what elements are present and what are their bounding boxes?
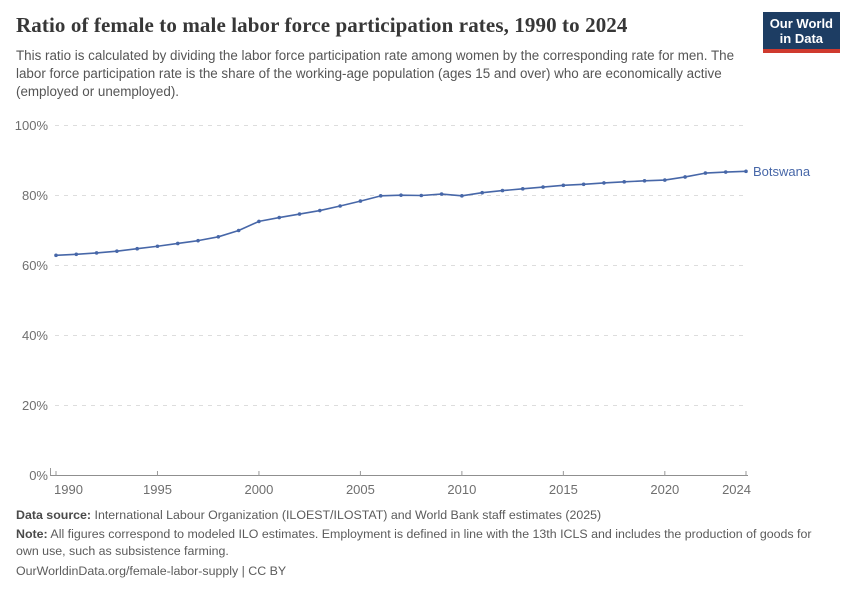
data-point[interactable] <box>196 238 200 243</box>
owid-logo[interactable]: Our World in Data <box>762 12 840 53</box>
data-point[interactable] <box>277 215 282 220</box>
data-point[interactable] <box>520 187 525 191</box>
chart-subtitle: This ratio is calculated by dividing the… <box>16 48 735 99</box>
data-point[interactable] <box>419 193 424 198</box>
data-point[interactable] <box>115 249 119 253</box>
x-tick-label: 2020 <box>650 482 679 497</box>
data-point[interactable] <box>723 170 728 174</box>
data-point[interactable] <box>74 252 79 257</box>
data-point[interactable] <box>399 193 403 197</box>
data-point[interactable] <box>216 235 221 239</box>
data-point[interactable] <box>297 212 302 216</box>
data-point[interactable] <box>683 175 687 179</box>
page-title: Ratio of female to male labor force part… <box>16 13 628 37</box>
note-label: Note: <box>16 527 48 541</box>
data-source-line: Data source: International Labour Organi… <box>16 507 824 524</box>
series-label-botswana[interactable]: Botswana <box>753 164 811 179</box>
owid-logo-line2: in Data <box>779 31 824 46</box>
data-point[interactable] <box>581 182 586 187</box>
data-point[interactable] <box>94 251 99 255</box>
data-point[interactable] <box>257 219 261 224</box>
data-point[interactable] <box>663 178 667 182</box>
data-point[interactable] <box>439 192 444 196</box>
data-point[interactable] <box>703 171 708 175</box>
series-line[interactable] <box>55 170 747 257</box>
data-point[interactable] <box>642 179 647 183</box>
y-tick-label: 60% <box>22 258 48 273</box>
data-point[interactable] <box>318 208 322 213</box>
x-tick-label: 2005 <box>346 482 375 497</box>
x-tick-label: 2024 <box>722 482 751 497</box>
data-point[interactable] <box>175 241 180 246</box>
data-point[interactable] <box>480 190 484 195</box>
note-text: All figures correspond to modeled ILO es… <box>16 527 812 558</box>
data-point[interactable] <box>744 169 748 174</box>
x-tick-label: 2015 <box>549 482 578 497</box>
data-source-label: Data source: <box>16 508 92 522</box>
owid-logo-line1: Our World <box>769 16 833 31</box>
y-tick-label: 80% <box>22 188 48 203</box>
line-series-botswana[interactable]: Botswana <box>54 164 811 258</box>
data-source-text: International Labour Organization (ILOES… <box>91 508 602 522</box>
x-tick-label: 1995 <box>143 482 172 497</box>
data-point[interactable] <box>54 253 58 258</box>
y-tick-label: 40% <box>22 328 48 343</box>
data-point[interactable] <box>135 246 139 251</box>
owid-source-link[interactable]: OurWorldinData.org/female-labor-supply |… <box>16 564 287 578</box>
note-line: Note: All figures correspond to modeled … <box>16 526 824 560</box>
data-point[interactable] <box>500 188 505 193</box>
data-point[interactable] <box>378 194 383 198</box>
data-point[interactable] <box>358 199 363 203</box>
data-point[interactable] <box>561 183 566 188</box>
data-point[interactable] <box>622 180 627 184</box>
data-point[interactable] <box>155 244 160 249</box>
x-tick-label: 1990 <box>54 482 83 497</box>
data-point[interactable] <box>338 204 342 208</box>
data-point[interactable] <box>602 181 606 185</box>
y-tick-label: 100% <box>15 118 49 133</box>
x-tick-label: 2010 <box>447 482 476 497</box>
chart-footer: Data source: International Labour Organi… <box>16 507 824 582</box>
data-point[interactable] <box>236 228 241 233</box>
y-tick-label: 0% <box>29 468 48 483</box>
data-point[interactable] <box>460 194 464 198</box>
y-tick-label: 20% <box>22 398 48 413</box>
x-tick-label: 2000 <box>244 482 273 497</box>
data-point[interactable] <box>541 185 545 189</box>
